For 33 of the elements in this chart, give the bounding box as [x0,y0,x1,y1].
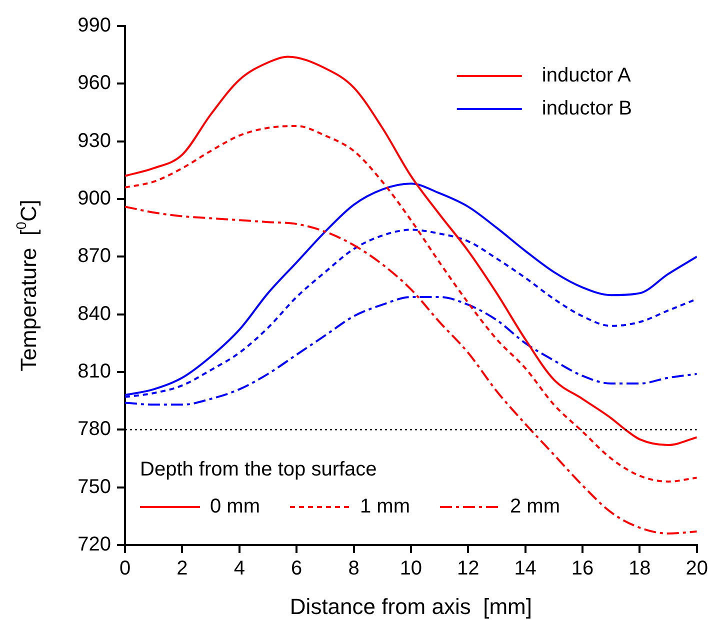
y-tick-label: 750 [78,476,111,498]
legend-label: 1 mm [360,496,410,518]
annotation: inductor B [542,98,632,120]
y-tick-label: 960 [78,72,111,94]
x-tick-label: 4 [234,558,245,580]
y-axis-title: Temperature [0C] [12,200,42,372]
line-series [125,124,697,483]
x-tick-label: 2 [176,558,188,580]
x-tick-label: 0 [119,558,131,580]
x-tick-label: 12 [457,558,480,580]
x-axis-title: Distance from axis [mm] [290,594,532,619]
x-tick-label: 18 [628,558,651,580]
y-tick-label: 930 [78,130,111,152]
x-tick-label: 16 [571,558,594,580]
y-tick-label: 900 [78,188,111,210]
line-series [125,206,697,534]
y-tick-label: 870 [78,245,111,268]
line-series [125,56,697,446]
legend-label: 0 mm [210,496,260,518]
x-tick-label: 6 [291,558,302,580]
x-tick-label: 14 [514,558,536,580]
legend-label: 2 mm [510,496,560,518]
y-tick-label: 780 [78,418,111,440]
legend-title: Depth from the top surface [140,458,377,481]
annotation: inductor A [542,64,632,87]
y-tick-label: 720 [78,534,111,556]
x-tick-label: 10 [400,558,422,580]
y-tick-label: 810 [78,360,111,383]
x-tick-label: 8 [348,558,360,580]
y-tick-label: 990 [78,14,111,37]
y-tick-label: 840 [78,302,111,325]
line-series [125,296,697,406]
x-tick-label: 20 [686,558,708,580]
